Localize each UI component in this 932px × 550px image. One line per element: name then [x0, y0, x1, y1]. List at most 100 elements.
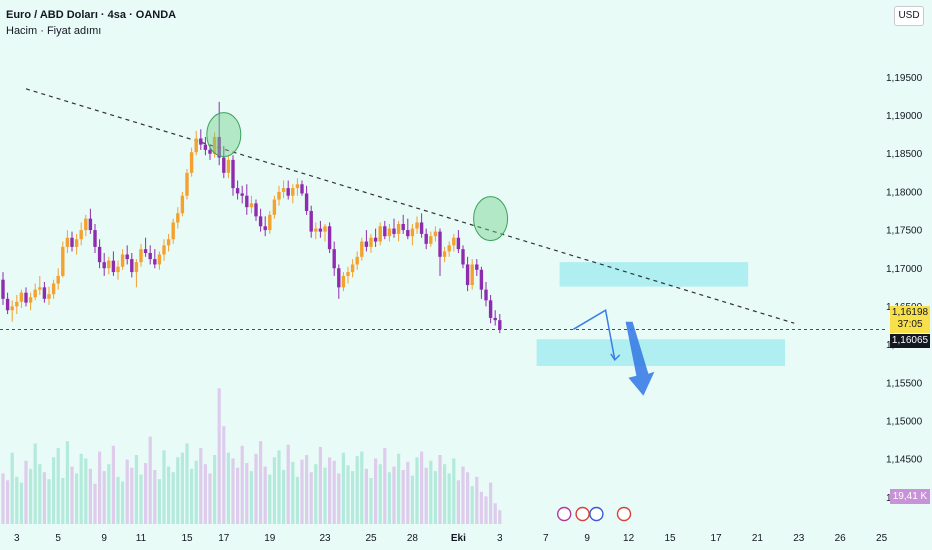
indicator-legend[interactable]: Hacim · Fiyat adımı [6, 25, 102, 37]
volume-bar [29, 468, 33, 524]
candle-body [461, 249, 465, 265]
volume-bar [254, 453, 258, 524]
volume-bar [433, 471, 437, 524]
volume-bar [144, 463, 148, 524]
candle-body [295, 184, 300, 189]
candle-body [111, 260, 116, 273]
candle-body [231, 159, 235, 189]
candle-body [263, 226, 267, 231]
volume-bar [56, 448, 60, 524]
volume-bar [443, 464, 447, 524]
candle-body [88, 218, 93, 231]
candle-body [419, 222, 424, 234]
volume-bar [475, 476, 479, 524]
volume-bar [314, 464, 318, 524]
candle-body [47, 294, 51, 299]
candle-body [226, 159, 231, 173]
volume-bar [88, 468, 92, 524]
x-tick-label: Eki [451, 533, 466, 544]
volume-bar [98, 451, 102, 524]
volume-bar [328, 457, 332, 524]
candle-body [332, 249, 336, 269]
candle-body [484, 289, 488, 301]
target-zone [536, 339, 785, 366]
candle-body [498, 320, 502, 330]
volume-bar [323, 467, 327, 524]
volume-bar [387, 472, 391, 524]
candle-body [387, 228, 392, 237]
volume-bar [295, 476, 299, 524]
candle-body [42, 287, 47, 299]
volume-bar [47, 479, 51, 524]
volume-badge: 19,41 K [890, 489, 930, 504]
volume-bar [167, 466, 171, 524]
volume-bar [194, 460, 198, 524]
candle-body [286, 188, 290, 196]
y-tick-label: 1,17000 [886, 264, 923, 275]
candle-body [97, 246, 102, 263]
volume-bar [93, 483, 97, 524]
currency-button[interactable]: USD [894, 6, 924, 26]
volume-bar [272, 457, 276, 524]
x-tick-label: 23 [793, 533, 805, 544]
candle-body [217, 136, 221, 158]
candle-body [323, 226, 327, 232]
volume-bar [484, 496, 488, 524]
volume-bar [70, 466, 74, 524]
candle-body [189, 152, 194, 173]
candle-body [139, 249, 143, 263]
volume-bar [369, 478, 373, 524]
x-tick-label: 17 [710, 533, 722, 544]
volume-bar [415, 457, 419, 524]
symbol-title[interactable]: Euro / ABD Doları · 4sa · OANDA [6, 9, 177, 21]
candle-body [254, 203, 258, 217]
volume-bar [33, 443, 37, 524]
event-marker-icon [557, 506, 572, 522]
candle-body [392, 228, 396, 234]
x-tick-label: 25 [365, 533, 377, 544]
candle-body [355, 256, 359, 265]
volume-bar [424, 467, 428, 524]
candle-body [24, 292, 28, 303]
volume-bar [277, 450, 281, 524]
x-tick-label: 5 [55, 533, 61, 544]
volume-bar [79, 453, 83, 524]
y-tick-label: 1,18500 [886, 149, 923, 160]
candle-body [84, 218, 88, 231]
candle-body [337, 268, 341, 288]
candle-body [268, 214, 272, 231]
volume-bar [401, 469, 405, 524]
candle-body [373, 237, 378, 242]
volume-bar [461, 466, 465, 524]
candle-body [15, 301, 19, 307]
candle-body [33, 289, 37, 298]
volume-bar [383, 448, 387, 524]
candle-body [258, 216, 263, 227]
candle-body [79, 230, 83, 240]
volume-bar [10, 452, 14, 524]
volume-bar [190, 468, 194, 524]
candle-body [424, 233, 428, 244]
volume-bar [300, 459, 304, 524]
volume-bar [222, 426, 226, 524]
candle-body [378, 226, 382, 242]
volume-bar [456, 480, 460, 524]
volume-bar [378, 464, 382, 524]
x-tick-label: 28 [407, 533, 419, 544]
volume-bar [397, 453, 401, 524]
x-tick-label: 26 [835, 533, 847, 544]
volume-bar [226, 452, 230, 524]
volume-bar [420, 451, 424, 524]
target-zone [559, 262, 749, 287]
volume-bar [6, 480, 10, 524]
projected-arrow [625, 321, 655, 396]
x-tick-label: 15 [664, 533, 676, 544]
candle-body [350, 264, 355, 273]
volume-bar [479, 491, 483, 524]
volume-bar [410, 475, 414, 524]
volume-bar [470, 486, 474, 524]
volume-bar [240, 445, 244, 524]
y-tick-label: 1,19000 [886, 111, 923, 122]
candle-body [10, 306, 14, 311]
